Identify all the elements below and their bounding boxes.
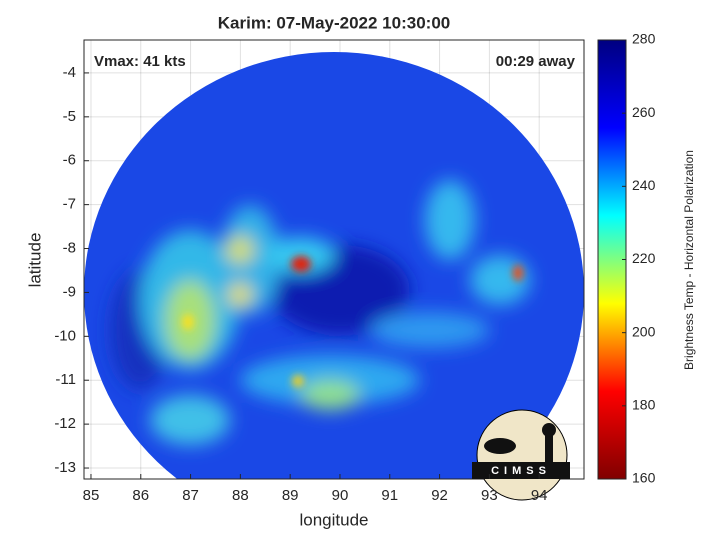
x-tick-label: 88 — [232, 487, 249, 504]
y-tick-label: -12 — [54, 415, 76, 432]
x-tick-label: 87 — [182, 487, 199, 504]
plot-frame — [83, 39, 585, 480]
y-tick-label: -13 — [54, 459, 76, 476]
colorbar-label: Brightness Temp - Horizontal Polarizatio… — [682, 150, 696, 370]
y-tick-label: -11 — [55, 371, 76, 388]
colorbar — [597, 39, 627, 480]
satellite-image — [84, 52, 584, 479]
y-tick-label: -6 — [63, 152, 76, 169]
y-tick-label: -5 — [63, 108, 76, 125]
logo-text: CIMSS — [491, 465, 551, 477]
colorbar-tick-label: 280 — [632, 31, 656, 47]
time-annotation: 00:29 away — [496, 53, 576, 70]
colorbar-tick-label: 260 — [632, 104, 656, 120]
chart-title: Karim: 07-May-2022 10:30:00 — [218, 13, 450, 32]
logo: CIMSS — [472, 409, 570, 501]
colorbar-tick-label: 200 — [632, 323, 656, 339]
y-tick-label: -4 — [63, 64, 76, 81]
colorbar-tick-label: 160 — [632, 470, 656, 486]
x-axis-label: longitude — [299, 510, 368, 529]
x-tick-label: 94 — [531, 487, 548, 504]
x-tick-label: 85 — [83, 487, 100, 504]
x-tick-label: 89 — [282, 487, 299, 504]
colorbar-tick-label: 220 — [632, 250, 656, 266]
x-tick-label: 92 — [431, 487, 448, 504]
x-tick-label: 90 — [332, 487, 349, 504]
y-tick-label: -9 — [63, 283, 76, 300]
y-tick-label: -8 — [63, 239, 76, 256]
y-tick-label: -7 — [63, 196, 76, 213]
vmax-annotation: Vmax: 41 kts — [94, 53, 186, 70]
y-axis-label: latitude — [25, 233, 44, 288]
colorbar-tick-label: 180 — [632, 397, 656, 413]
x-tick-label: 91 — [381, 487, 398, 504]
x-tick-label: 93 — [481, 487, 498, 504]
y-tick-label: -10 — [54, 327, 76, 344]
colorbar-tick-label: 240 — [632, 177, 656, 193]
x-tick-label: 86 — [132, 487, 149, 504]
